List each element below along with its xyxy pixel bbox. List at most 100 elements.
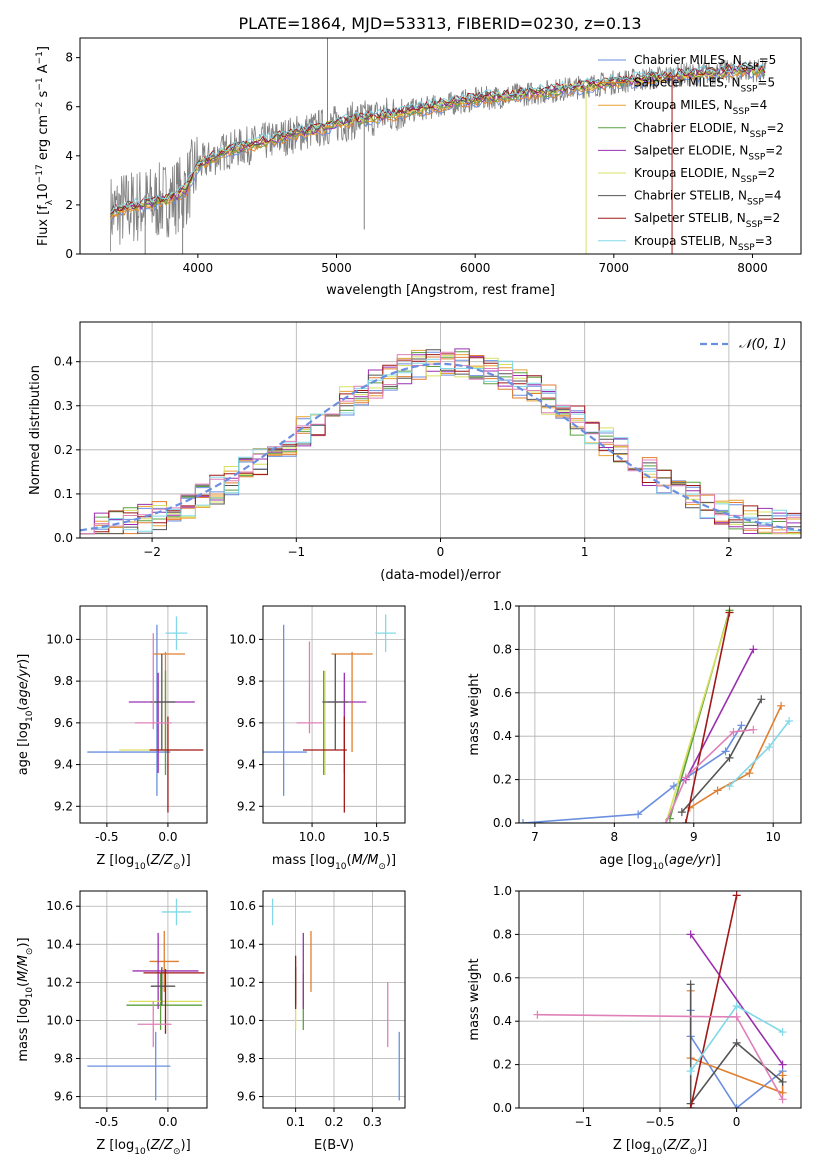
y-tick-label: 9.8 [237,1052,256,1066]
weight-point-marker [732,1002,741,1011]
y-tick-label: 9.8 [54,1052,73,1066]
weight-point-marker [725,608,734,617]
y-tick-label: 0.6 [493,686,512,700]
x-tick-label: 10.5 [363,830,390,844]
legend-label: Salpeter STELIB, NSSP=2 [634,211,780,230]
mass-weight-vs-age-panel: 7 8 9 10 0.0 0.2 0.4 0.6 0.8 1.0 mass weight age [l… [467,599,802,872]
x-axis-label: Z [log10(Z/Z⊙)] [96,853,190,872]
y-tick-label: 10.2 [229,975,256,989]
weight-point-marker [634,810,643,819]
y-tick-label: 9.4 [237,758,256,772]
weight-point-marker [725,753,734,762]
model-spectrum-line [110,64,766,215]
y-tick-label: 8 [65,51,73,65]
legend-label: Kroupa MILES, NSSP=4 [634,98,767,117]
y-tick-label: 0.0 [493,1101,512,1115]
y-tick-label: 9.2 [54,799,73,813]
errorbar-group [263,614,396,813]
y-axis-label: mass weight [467,673,482,755]
weight-point-marker [686,1104,695,1108]
legend-label: Chabrier MILES, NSSP=5 [634,53,776,72]
weight-point-marker [778,1077,787,1086]
y-tick-label: 0.4 [54,355,73,369]
axes-frame [262,605,406,824]
weight-point-marker [732,1104,741,1108]
weight-point-marker [721,747,730,756]
legend-label: Salpeter ELODIE, NSSP=2 [634,143,783,162]
y-tick-label: 10.2 [46,975,73,989]
weight-series-line [665,728,754,823]
axes-frame [79,605,208,824]
weight-point-marker [681,773,690,782]
spectrum-lines [110,38,767,254]
x-tick-label: 0.1 [286,1115,305,1129]
weight-lines [533,891,787,1108]
weight-lines [519,606,794,823]
legend-label: Chabrier STELIB, NSSP=4 [634,189,782,208]
x-tick-label: 10.0 [299,830,326,844]
x-tick-label: 0.0 [158,830,177,844]
weight-point-marker [785,717,794,726]
weight-point-marker [681,819,690,823]
weight-series-line [685,612,731,823]
weight-point-marker [749,645,758,654]
legend-label: Kroupa STELIB, NSSP=3 [634,234,772,253]
weight-point-marker [745,769,754,778]
x-tick-label: -0.5 [95,830,118,844]
x-tick-label: 6000 [460,261,491,275]
y-tick-label: 9.6 [54,1090,73,1104]
x-tick-label: 0.3 [363,1115,382,1129]
y-tick-label: 4 [65,149,73,163]
age-vs-metallicity-panel: -0.5 0.0 9.2 9.4 9.6 9.8 10.0 Z [log10(Z/Z⊙)] ag… [16,605,208,872]
y-tick-label: 0.6 [493,971,512,985]
mass-vs-metallicity-panel: -0.5 0.0 9.6 9.8 10.0 10.2 10.4 10.6 Z [log10(Z/… [16,890,208,1157]
x-tick-label: −1 [287,545,305,559]
y-tick-label: 0 [65,247,73,261]
axes-frame [79,37,802,255]
errorbar-group [271,898,400,1101]
weight-series-line [689,984,784,1107]
y-tick-label: 0.0 [493,816,512,830]
y-tick-label: 9.4 [54,758,73,772]
x-axis-label: mass [log10(M/M⊙)] [272,853,396,872]
y-tick-label: 10.0 [46,1013,73,1027]
weight-point-marker [737,721,746,730]
y-tick-label: 10.6 [229,899,256,913]
weight-series-line [685,649,755,780]
weight-point-marker [749,725,758,734]
x-tick-label: 7 [531,830,539,844]
y-tick-label: 10.0 [229,632,256,646]
mass-vs-ebv-panel: 0.1 0.2 0.3 9.6 9.8 10.0 10.2 10.4 10.6 E(B-V) [229,890,406,1153]
legend-label: Salpeter MILES, NSSP=5 [634,76,775,95]
x-axis-label: wavelength [Angstrom, rest frame] [326,283,555,298]
x-tick-label: 0.0 [158,1115,177,1129]
y-tick-label: 10.0 [229,1013,256,1027]
weight-point-marker [533,1010,542,1019]
weight-point-marker [686,1067,695,1076]
x-tick-label: −0.5 [645,1115,674,1129]
x-tick-label: 8 [611,830,619,844]
y-tick-label: 0.0 [54,531,73,545]
y-tick-label: 0.2 [493,773,512,787]
model-spectrum-line [110,64,766,216]
weight-point-marker [729,727,738,736]
weight-point-marker [686,930,695,939]
mass-weight-vs-metallicity-panel: −1 −0.5 0 0.0 0.2 0.4 0.6 0.8 1.0 mass weight Z [l… [467,884,802,1157]
y-tick-label: 6 [65,100,73,114]
weight-point-marker [732,1038,741,1047]
x-axis-label: E(B-V) [314,1138,354,1153]
y-tick-label: 0.8 [493,642,512,656]
weight-point-marker [732,1012,741,1021]
errorbar-group [87,898,205,1101]
y-axis-label: mass [log10(M/M⊙)] [16,937,35,1061]
x-tick-label: 10 [766,830,781,844]
weight-point-marker [778,1060,787,1069]
y-tick-label: 0.2 [54,443,73,457]
weight-point-marker [686,980,695,989]
y-tick-label: 9.8 [237,674,256,688]
legend-label: Kroupa ELODIE, NSSP=2 [634,166,775,185]
y-tick-label: 1.0 [493,599,512,613]
weight-point-marker [661,819,670,823]
y-tick-label: 0.1 [54,487,73,501]
